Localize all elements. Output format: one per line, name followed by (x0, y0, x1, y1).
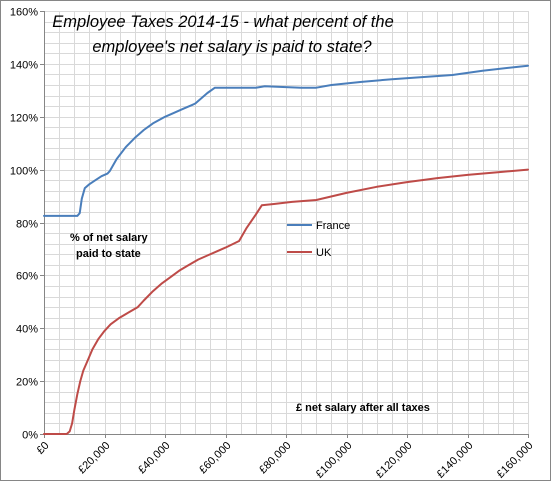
y-tick-label: 20% (16, 377, 38, 389)
chart-title-line-1: Employee Taxes 2014-15 - what percent of… (52, 13, 394, 31)
y-tick-label: 80% (16, 219, 38, 231)
legend-uk-label: UK (316, 247, 332, 259)
y-tick-labels: 0% 20% 40% 60% 80% 100% 120% 140% 160% (10, 7, 38, 442)
chart-title-line-2: employee's net salary is paid to state? (92, 38, 372, 56)
y-tick-label: 140% (10, 60, 38, 72)
y-tick-label: 40% (16, 324, 38, 336)
annotation-xlabel: £ net salary after all taxes (296, 402, 430, 414)
y-tick-label: 120% (10, 113, 38, 125)
axes (40, 11, 529, 438)
annotation-ylabel-line-1: % of net salary (70, 232, 149, 244)
y-tick-label: 100% (10, 166, 38, 178)
legend: France UK (287, 220, 350, 259)
series-line-uk (43, 168, 529, 435)
legend-france-label: France (316, 220, 350, 232)
y-tick-label: 160% (10, 7, 38, 19)
y-tick-label: 0% (22, 430, 38, 442)
series-line-france (43, 64, 529, 217)
series-lines (43, 64, 529, 435)
y-tick-label: 60% (16, 271, 38, 283)
annotation-ylabel-line-2: paid to state (76, 248, 141, 260)
